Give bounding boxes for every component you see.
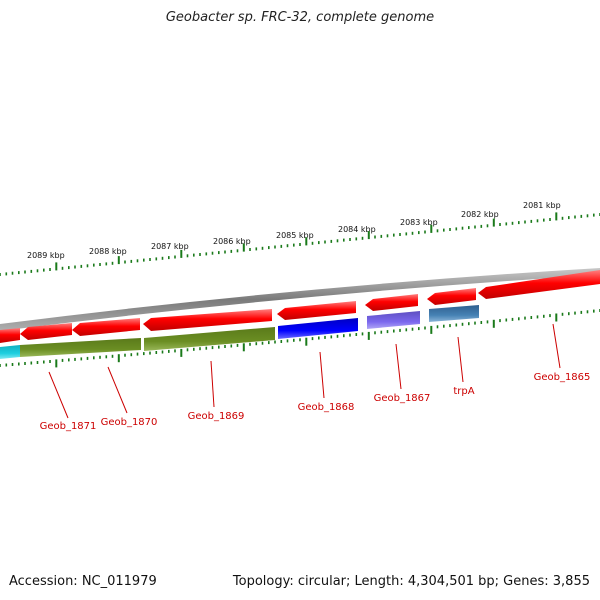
gene-label[interactable]: trpA bbox=[453, 386, 474, 397]
orf-block-cyan[interactable] bbox=[0, 345, 20, 359]
kbp-label: 2089 kbp bbox=[27, 251, 65, 260]
kbp-label: 2087 kbp bbox=[151, 242, 189, 251]
gene-label[interactable]: Geob_1865 bbox=[534, 372, 591, 383]
gene-label[interactable]: Geob_1870 bbox=[101, 417, 158, 428]
kbp-label: 2082 kbp bbox=[461, 210, 499, 219]
leader-line bbox=[319, 351, 325, 399]
lower-tick-ruler bbox=[0, 309, 600, 368]
forward-gene-arrow[interactable] bbox=[277, 301, 356, 320]
forward-gene-arrow[interactable] bbox=[365, 294, 418, 311]
orf-block-slate[interactable] bbox=[367, 311, 420, 329]
gene-leader-lines bbox=[48, 323, 561, 419]
gene-label[interactable]: Geob_1871 bbox=[40, 421, 97, 432]
kbp-label: 2084 kbp bbox=[338, 225, 376, 234]
genome-backbone bbox=[0, 268, 600, 331]
forward-gene-arrow[interactable] bbox=[20, 323, 72, 340]
leader-line bbox=[457, 336, 464, 383]
genome-summary-text: Topology: circular; Length: 4,304,501 bp… bbox=[232, 574, 590, 589]
forward-gene-arrow[interactable] bbox=[72, 318, 140, 336]
gene-label[interactable]: Geob_1869 bbox=[188, 411, 245, 422]
forward-gene-arrow[interactable] bbox=[143, 309, 272, 331]
leader-line bbox=[395, 343, 402, 390]
gene-label[interactable]: Geob_1867 bbox=[374, 393, 431, 404]
gene-label[interactable]: Geob_1868 bbox=[298, 402, 355, 413]
map-title: Geobacter sp. FRC-32, complete genome bbox=[165, 10, 435, 25]
forward-gene-arrow[interactable] bbox=[478, 270, 600, 299]
leader-line bbox=[552, 323, 561, 369]
forward-gene-arrow[interactable] bbox=[0, 328, 20, 343]
kbp-label: 2086 kbp bbox=[213, 237, 251, 246]
orf-block-steel[interactable] bbox=[429, 305, 479, 322]
orf-block-lime[interactable] bbox=[20, 338, 141, 357]
kbp-label: 2081 kbp bbox=[523, 201, 561, 210]
kbp-label: 2083 kbp bbox=[400, 218, 438, 227]
leader-line bbox=[48, 371, 69, 419]
orf-track bbox=[0, 305, 479, 359]
leader-line bbox=[107, 366, 128, 414]
kbp-label: 2088 kbp bbox=[89, 247, 127, 256]
accession-text: Accession: NC_011979 bbox=[9, 574, 157, 589]
upper-tick-ruler bbox=[0, 212, 600, 276]
forward-strand-genes bbox=[0, 270, 600, 343]
orf-block-blue[interactable] bbox=[278, 318, 358, 339]
gene-labels: Geob_1871 Geob_1870 Geob_1869 Geob_1868 … bbox=[40, 372, 591, 432]
kbp-ruler-labels: 2089 kbp 2088 kbp 2087 kbp 2086 kbp 2085… bbox=[27, 201, 561, 260]
kbp-label: 2085 kbp bbox=[276, 231, 314, 240]
leader-line bbox=[210, 360, 215, 408]
orf-block-lime[interactable] bbox=[144, 327, 275, 351]
forward-gene-arrow[interactable] bbox=[427, 288, 476, 305]
